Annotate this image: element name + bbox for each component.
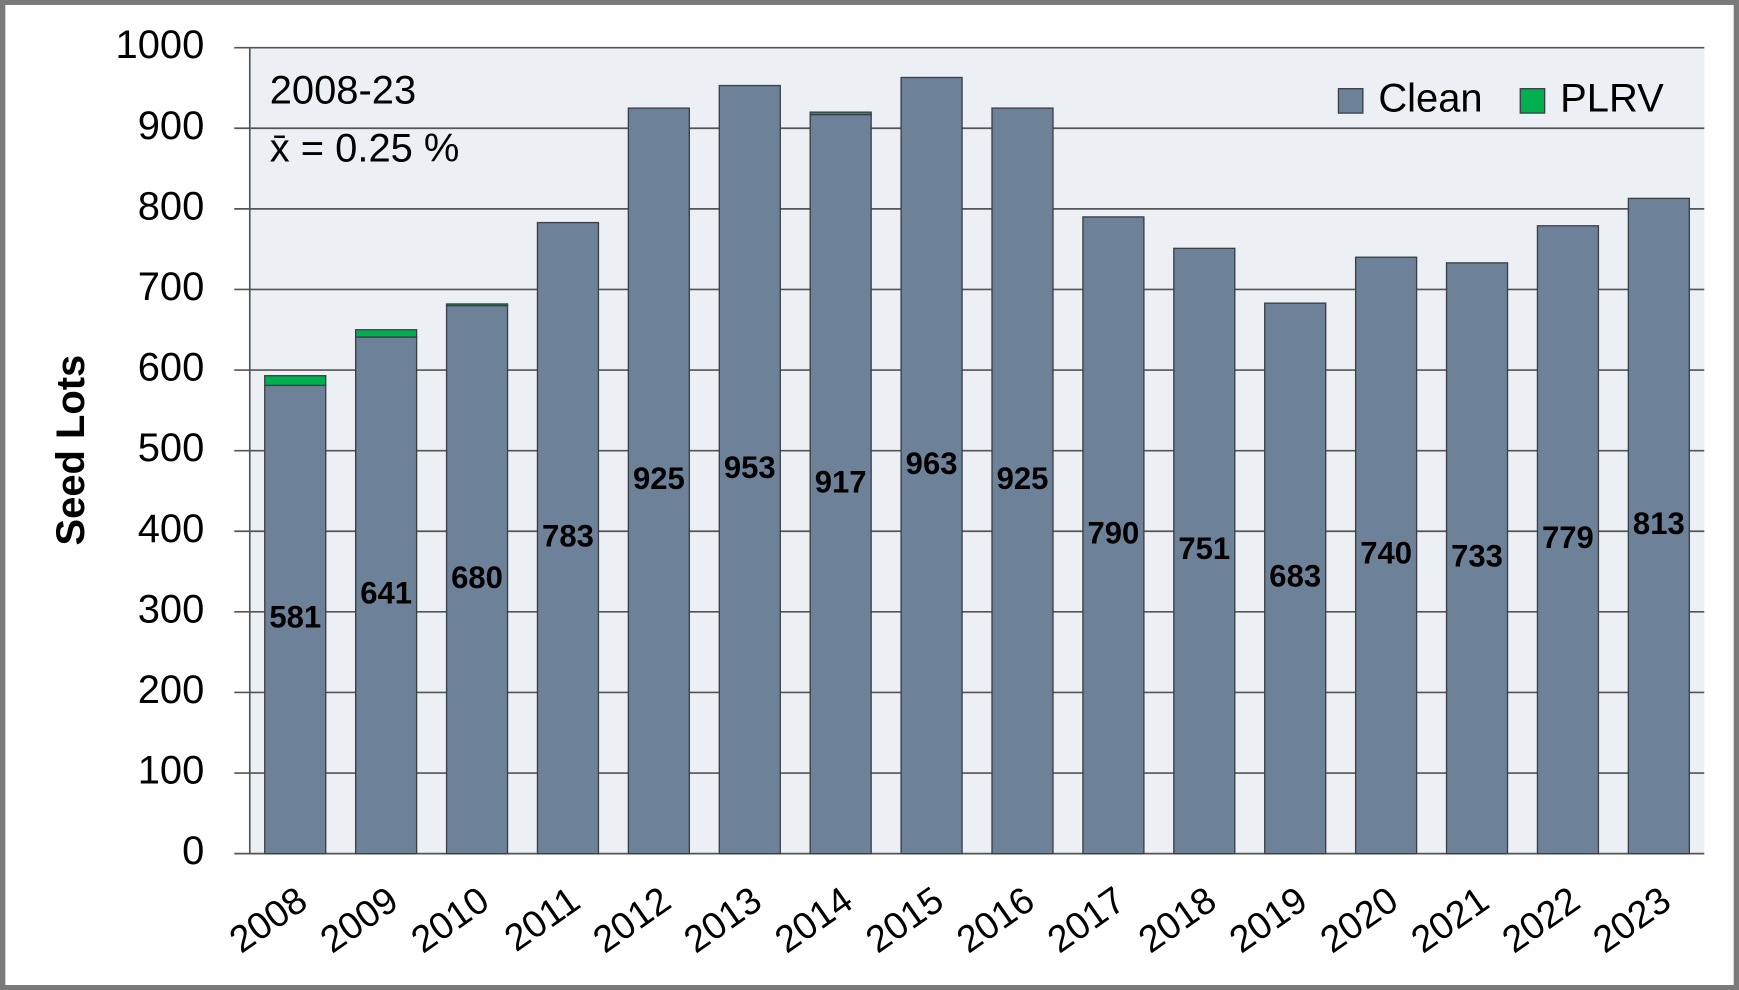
bar-segment (264, 375, 327, 387)
y-tick-label: 800 (138, 184, 205, 228)
data-label: 751 (1178, 531, 1230, 566)
bar-segment (1354, 256, 1418, 855)
y-tick-label: 0 (182, 829, 204, 873)
y-tick-label: 900 (138, 104, 205, 148)
data-label: 641 (360, 576, 412, 611)
bar-segment (718, 84, 781, 855)
bar-segment (445, 303, 509, 307)
y-tick-label: 600 (138, 346, 205, 390)
legend-swatch (1519, 88, 1546, 114)
bar-segment (991, 107, 1054, 855)
bar-segment (809, 113, 872, 855)
data-label: 963 (906, 446, 958, 481)
bar-segment (1264, 302, 1327, 855)
data-label: 683 (1269, 559, 1321, 594)
y-axis-label: Seed Lots (49, 355, 93, 546)
data-label: 581 (269, 600, 321, 635)
data-label: 917 (815, 464, 867, 499)
data-label: 953 (724, 450, 776, 485)
data-label: 779 (1542, 520, 1594, 555)
legend-label: PLRV (1560, 76, 1664, 120)
bar-segment (536, 221, 600, 855)
y-tick-label: 400 (138, 507, 205, 551)
data-label: 790 (1088, 515, 1140, 550)
legend-swatch (1337, 88, 1364, 114)
y-tick-label: 1000 (116, 23, 205, 67)
data-label: 813 (1633, 506, 1685, 541)
data-label: 740 (1360, 536, 1412, 571)
data-label: 783 (542, 518, 594, 553)
bar-segment (1536, 225, 1600, 855)
y-tick-label: 500 (138, 426, 205, 470)
bar-segment (900, 76, 963, 855)
y-tick-label: 200 (138, 668, 205, 712)
data-label: 733 (1451, 538, 1503, 573)
y-tick-label: 700 (138, 265, 205, 309)
data-label: 925 (633, 461, 685, 496)
data-label: 680 (451, 560, 503, 595)
bar-segment (264, 384, 327, 855)
data-label: 925 (997, 461, 1049, 496)
bar-segment (354, 329, 418, 338)
bar-segment (1627, 197, 1690, 855)
bar-segment (1445, 262, 1509, 855)
y-tick-label: 300 (138, 587, 205, 631)
bar-segment (1082, 216, 1145, 855)
bar-segment (627, 107, 691, 855)
annotation: x̄ = 0.25 % (270, 126, 460, 170)
bar-segment (1173, 247, 1236, 855)
legend-label: Clean (1378, 76, 1482, 120)
y-tick-label: 100 (138, 749, 205, 793)
annotation: 2008-23 (270, 69, 416, 113)
bar-segment (809, 111, 872, 116)
